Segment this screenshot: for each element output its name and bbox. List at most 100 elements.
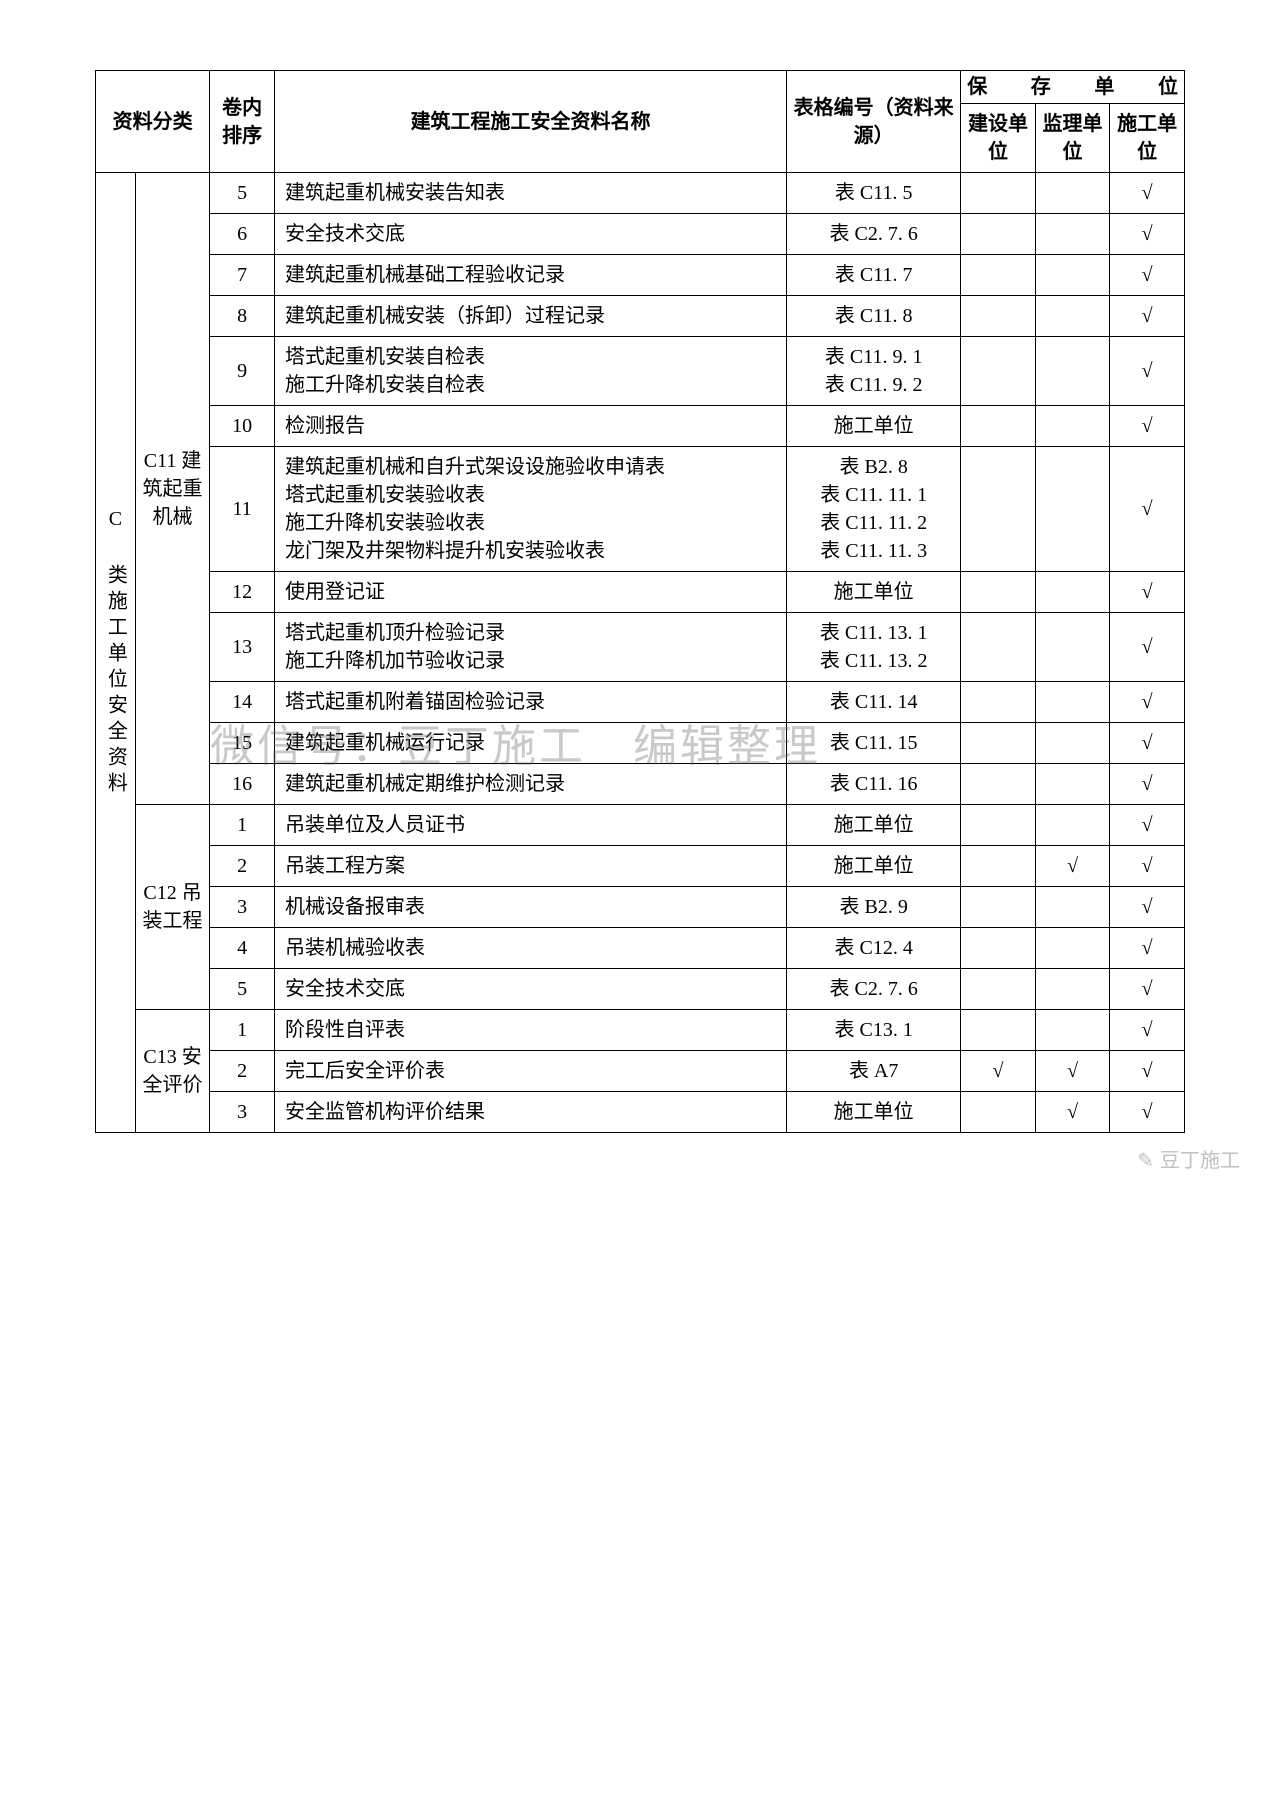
name-cell: 建筑起重机械定期维护检测记录 xyxy=(274,764,786,805)
seq-cell: 3 xyxy=(210,887,275,928)
check-cell: √ xyxy=(1110,682,1185,723)
seq-cell: 8 xyxy=(210,296,275,337)
source-cell: 表 C11. 5 xyxy=(787,173,961,214)
check-cell xyxy=(1035,805,1110,846)
table-row: 11建筑起重机械和自升式架设设施验收申请表 塔式起重机安装验收表 施工升降机安装… xyxy=(96,447,1185,572)
table-row: 3机械设备报审表表 B2. 9√ xyxy=(96,887,1185,928)
seq-cell: 4 xyxy=(210,928,275,969)
check-cell xyxy=(961,723,1036,764)
check-cell: √ xyxy=(1110,969,1185,1010)
seq-cell: 10 xyxy=(210,406,275,447)
table-row: 5安全技术交底表 C2. 7. 6√ xyxy=(96,969,1185,1010)
check-cell xyxy=(1035,969,1110,1010)
table-body: C 类施工单位安全资料C11 建筑起重机械5建筑起重机械安装告知表表 C11. … xyxy=(96,173,1185,1133)
check-cell xyxy=(961,173,1036,214)
check-cell xyxy=(1035,214,1110,255)
name-cell: 建筑起重机械运行记录 xyxy=(274,723,786,764)
source-cell: 表 C2. 7. 6 xyxy=(787,214,961,255)
name-cell: 安全监管机构评价结果 xyxy=(274,1092,786,1133)
check-cell: √ xyxy=(1110,447,1185,572)
source-cell: 表 C11. 13. 1 表 C11. 13. 2 xyxy=(787,613,961,682)
source-cell: 表 C11. 15 xyxy=(787,723,961,764)
table-row: 12使用登记证施工单位 √ xyxy=(96,572,1185,613)
seq-cell: 1 xyxy=(210,805,275,846)
table-row: C12 吊装工程1吊装单位及人员证书施工单位√ xyxy=(96,805,1185,846)
seq-cell: 6 xyxy=(210,214,275,255)
check-cell xyxy=(1035,887,1110,928)
sub-category-cell: C12 吊装工程 xyxy=(135,805,210,1010)
source-cell: 施工单位 xyxy=(787,572,961,613)
check-cell xyxy=(961,1092,1036,1133)
header-shigong: 施工单位 xyxy=(1110,104,1185,173)
check-cell xyxy=(1035,682,1110,723)
name-cell: 建筑起重机械安装告知表 xyxy=(274,173,786,214)
check-cell xyxy=(1035,764,1110,805)
table-row: C 类施工单位安全资料C11 建筑起重机械5建筑起重机械安装告知表表 C11. … xyxy=(96,173,1185,214)
check-cell: √ xyxy=(1110,805,1185,846)
name-cell: 塔式起重机安装自检表 施工升降机安装自检表 xyxy=(274,337,786,406)
source-cell: 表 C11. 7 xyxy=(787,255,961,296)
name-cell: 安全技术交底 xyxy=(274,969,786,1010)
source-cell: 表 C12. 4 xyxy=(787,928,961,969)
check-cell xyxy=(961,1010,1036,1051)
check-cell xyxy=(961,255,1036,296)
header-storage: 保 存 单 位 xyxy=(961,71,1185,104)
table-row: 10检测报告施工单位 √ xyxy=(96,406,1185,447)
check-cell: √ xyxy=(1110,296,1185,337)
check-cell: √ xyxy=(1110,255,1185,296)
seq-cell: 1 xyxy=(210,1010,275,1051)
check-cell: √ xyxy=(1110,572,1185,613)
name-cell: 塔式起重机顶升检验记录 施工升降机加节验收记录 xyxy=(274,613,786,682)
table-row: C13 安全评价1阶段性自评表表 C13. 1√ xyxy=(96,1010,1185,1051)
seq-cell: 3 xyxy=(210,1092,275,1133)
source-cell: 表 C11. 16 xyxy=(787,764,961,805)
header-seq: 卷内排序 xyxy=(210,71,275,173)
check-cell: √ xyxy=(1035,846,1110,887)
sub-category-cell: C13 安全评价 xyxy=(135,1010,210,1133)
source-cell: 表 C11. 8 xyxy=(787,296,961,337)
name-cell: 检测报告 xyxy=(274,406,786,447)
name-cell: 建筑起重机械和自升式架设设施验收申请表 塔式起重机安装验收表 施工升降机安装验收… xyxy=(274,447,786,572)
check-cell xyxy=(961,805,1036,846)
check-cell: √ xyxy=(1110,406,1185,447)
header-name: 建筑工程施工安全资料名称 xyxy=(274,71,786,173)
check-cell xyxy=(961,928,1036,969)
source-cell: 表 C11. 9. 1 表 C11. 9. 2 xyxy=(787,337,961,406)
source-cell: 表 A7 xyxy=(787,1051,961,1092)
header-source: 表格编号（资料来源） xyxy=(787,71,961,173)
check-cell xyxy=(1035,173,1110,214)
name-cell: 吊装机械验收表 xyxy=(274,928,786,969)
check-cell xyxy=(1035,572,1110,613)
check-cell xyxy=(1035,928,1110,969)
check-cell xyxy=(961,406,1036,447)
table-row: 14塔式起重机附着锚固检验记录表 C11. 14√ xyxy=(96,682,1185,723)
name-cell: 建筑起重机械基础工程验收记录 xyxy=(274,255,786,296)
name-cell: 阶段性自评表 xyxy=(274,1010,786,1051)
check-cell xyxy=(1035,406,1110,447)
check-cell: √ xyxy=(1110,613,1185,682)
table-row: 13塔式起重机顶升检验记录 施工升降机加节验收记录表 C11. 13. 1 表 … xyxy=(96,613,1185,682)
seq-cell: 15 xyxy=(210,723,275,764)
check-cell xyxy=(961,764,1036,805)
check-cell xyxy=(961,846,1036,887)
source-cell: 施工单位 xyxy=(787,1092,961,1133)
check-cell xyxy=(961,296,1036,337)
seq-cell: 12 xyxy=(210,572,275,613)
table-row: 7建筑起重机械基础工程验收记录表 C11. 7√ xyxy=(96,255,1185,296)
check-cell xyxy=(961,969,1036,1010)
check-cell xyxy=(961,572,1036,613)
main-category-cell: C 类施工单位安全资料 xyxy=(96,173,136,1133)
footer-watermark: 豆丁施工 xyxy=(1137,1144,1240,1173)
check-cell xyxy=(1035,337,1110,406)
seq-cell: 2 xyxy=(210,1051,275,1092)
safety-docs-table: 资料分类 卷内排序 建筑工程施工安全资料名称 表格编号（资料来源） 保 存 单 … xyxy=(95,70,1185,1133)
seq-cell: 13 xyxy=(210,613,275,682)
check-cell xyxy=(961,887,1036,928)
check-cell xyxy=(1035,613,1110,682)
check-cell: √ xyxy=(1110,173,1185,214)
name-cell: 使用登记证 xyxy=(274,572,786,613)
source-cell: 施工单位 xyxy=(787,406,961,447)
table-row: 15建筑起重机械运行记录表 C11. 15√ xyxy=(96,723,1185,764)
table-row: 3安全监管机构评价结果施工单位√√ xyxy=(96,1092,1185,1133)
table-row: 16建筑起重机械定期维护检测记录表 C11. 16√ xyxy=(96,764,1185,805)
